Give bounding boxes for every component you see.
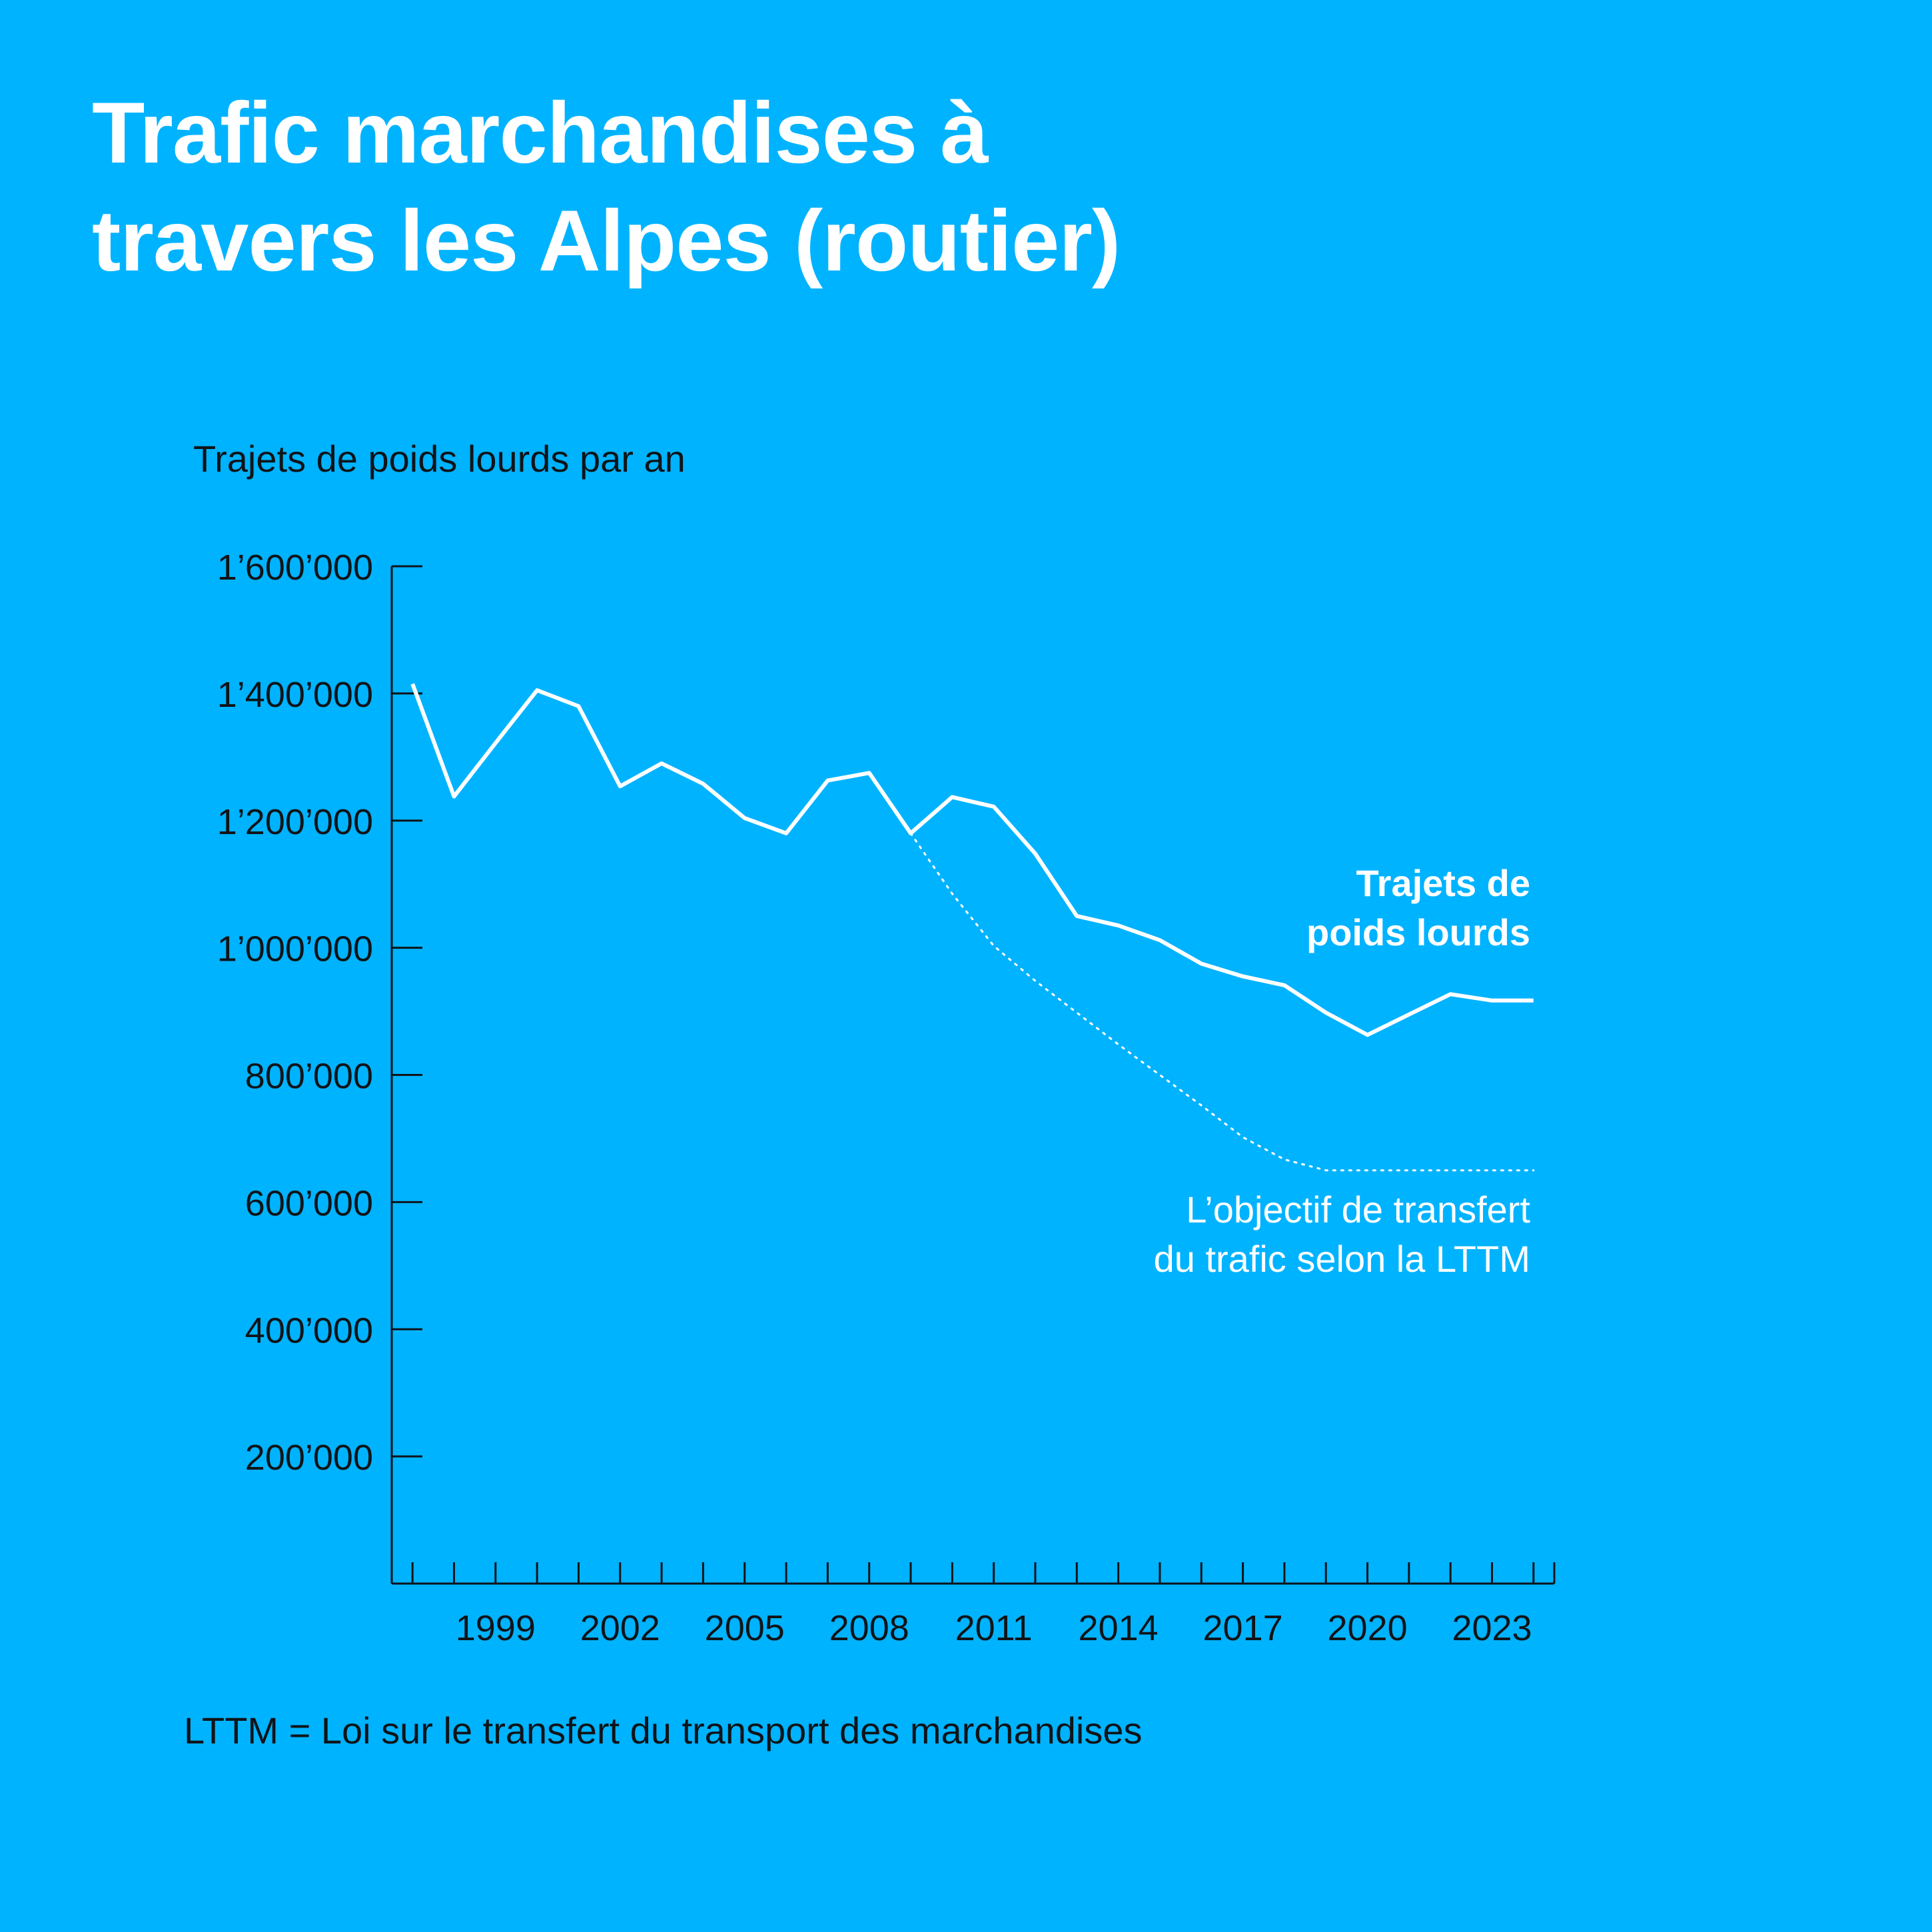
x-tick-label: 2014 bbox=[1079, 1608, 1159, 1648]
x-tick-label: 2005 bbox=[705, 1608, 785, 1648]
y-tick-label: 1’000’000 bbox=[217, 929, 373, 969]
series-label-objectif: L’objectif de transfert bbox=[1186, 1189, 1530, 1230]
x-tick-label: 1999 bbox=[456, 1608, 536, 1648]
y-tick-label: 1’200’000 bbox=[217, 802, 373, 842]
series-line-objectif bbox=[909, 832, 1535, 1172]
y-tick-label: 1’600’000 bbox=[217, 548, 373, 588]
footnote: LTTM = Loi sur le transfert du transport… bbox=[184, 1709, 1143, 1751]
y-tick-label: 600’000 bbox=[245, 1183, 373, 1223]
series-label-trajets: Trajets de bbox=[1356, 862, 1530, 904]
chart-title: Trafic marchandises à travers les Alpes … bbox=[92, 79, 1121, 294]
y-tick-label: 400’000 bbox=[245, 1310, 373, 1350]
x-tick-label: 2008 bbox=[829, 1608, 909, 1648]
series-line-trajets bbox=[410, 683, 1534, 1037]
x-tick-label: 2002 bbox=[580, 1608, 660, 1648]
series-label-objectif: du trafic selon la LTTM bbox=[1154, 1238, 1530, 1280]
series-labels: Trajets de poids lourds L’objectif de tran… bbox=[1154, 862, 1531, 1280]
series-group bbox=[410, 683, 1535, 1172]
x-tick-label: 2017 bbox=[1203, 1608, 1283, 1648]
y-tick-label: 1’400’000 bbox=[217, 675, 373, 715]
chart-title-line-2: travers les Alpes (routier) bbox=[92, 192, 1121, 289]
x-tick-label: 2020 bbox=[1327, 1608, 1407, 1648]
x-tick-label: 2011 bbox=[955, 1608, 1033, 1648]
y-tick-label: 200’000 bbox=[245, 1438, 373, 1478]
series-label-trajets: poids lourds bbox=[1306, 911, 1530, 953]
y-tick-label: 800’000 bbox=[245, 1057, 373, 1097]
chart-title-line-1: Trafic marchandises à bbox=[92, 84, 989, 181]
y-axis-label: Trajets de poids lourds par an bbox=[193, 438, 686, 480]
axes: 200’000 400’000 600’000 800’000 1’000’000 1’2… bbox=[217, 548, 1556, 1648]
x-tick-label: 2023 bbox=[1452, 1608, 1532, 1648]
